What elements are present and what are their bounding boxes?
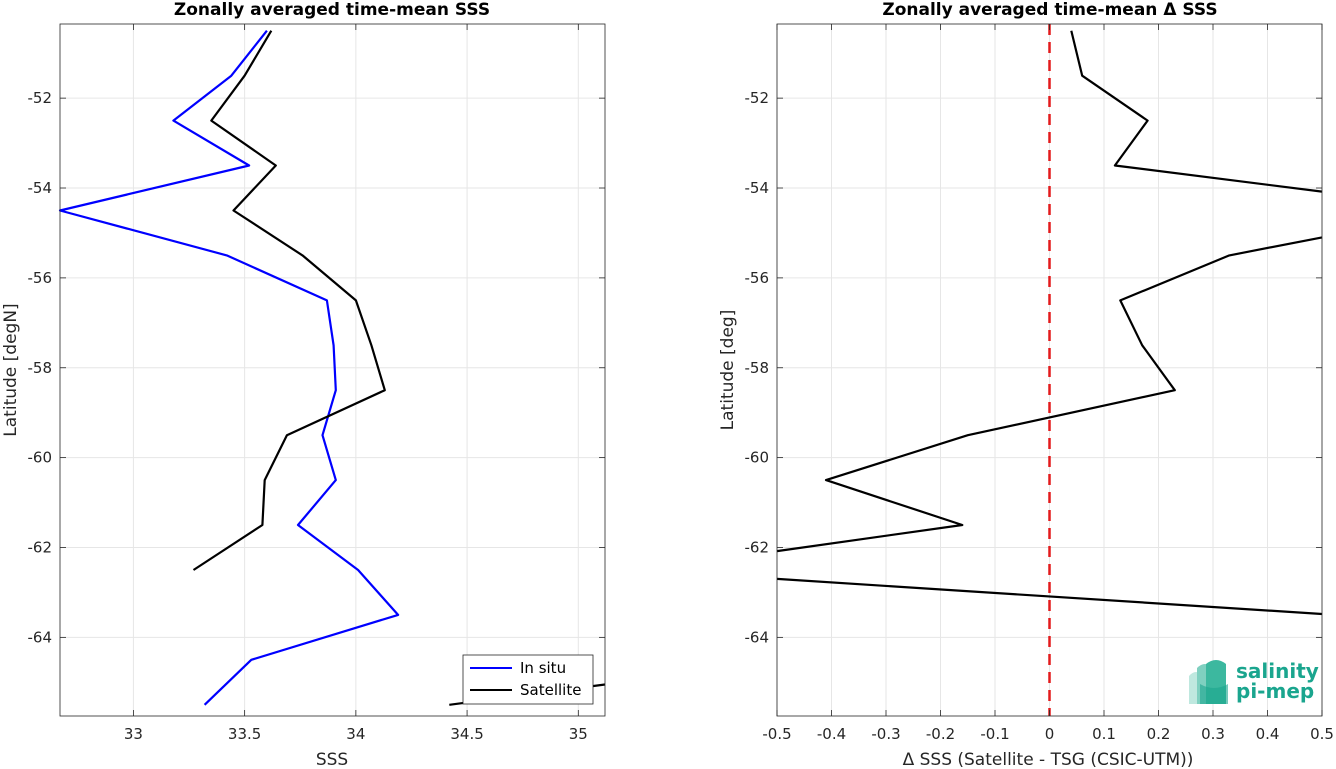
x-tick-label: -0.3 (871, 725, 900, 743)
y-tick-label: -56 (745, 269, 770, 287)
legend-in-situ-label: In situ (520, 659, 566, 677)
legend: In situ Satellite (462, 654, 594, 705)
left-plot-background (60, 24, 605, 716)
y-tick-label: -60 (28, 449, 53, 467)
y-tick-label: -62 (28, 538, 53, 556)
left-panel: Zonally averaged time-mean SSS 33 33.5 34 3… (1, 0, 606, 769)
y-tick-label: -52 (745, 89, 770, 107)
x-tick-label: 35 (569, 725, 588, 743)
x-tick-label: -0.4 (817, 725, 846, 743)
y-tick-label: -56 (28, 269, 53, 287)
right-chart-title: Zonally averaged time-mean Δ SSS (882, 0, 1217, 20)
x-tick-label: -0.2 (926, 725, 955, 743)
logo-text-line2: pi-mep (1236, 679, 1314, 703)
y-tick-label: -52 (28, 89, 53, 107)
left-y-axis: -52 -54 -56 -58 -60 -62 -64 (28, 89, 605, 646)
right-x-axis: -0.5 -0.4 -0.3 -0.2 -0.1 0 0.1 0.2 0.3 0.4 0.5 (762, 24, 1334, 743)
x-tick-label: 33 (124, 725, 143, 743)
delta-sss-series-line (1070, 30, 1323, 193)
left-y-axis-label: Latitude [degN] (1, 303, 21, 436)
y-tick-label: -60 (745, 449, 770, 467)
x-tick-label: 0.1 (1092, 725, 1116, 743)
right-series (776, 30, 1323, 616)
x-tick-label: 0.2 (1147, 725, 1171, 743)
delta-sss-series-line (776, 236, 1323, 553)
right-x-axis-label: Δ SSS (Satellite - TSG (CSIC-UTM)) (903, 750, 1194, 769)
y-tick-label: -64 (745, 628, 770, 646)
delta-sss-series-line (776, 577, 1323, 616)
x-tick-label: -0.5 (762, 725, 791, 743)
left-plot-frame (59, 23, 606, 717)
x-tick-label: 0.4 (1256, 725, 1280, 743)
left-x-axis-label: SSS (316, 750, 348, 769)
y-tick-label: -54 (28, 179, 53, 197)
x-tick-label: 0.5 (1310, 725, 1334, 743)
left-x-axis: 33 33.5 34 34.5 35 (124, 24, 588, 743)
left-chart-title: Zonally averaged time-mean SSS (174, 0, 490, 20)
legend-box (462, 654, 594, 705)
salinity-pi-mep-logo: salinity pi-mep (1189, 659, 1319, 704)
y-tick-label: -58 (28, 359, 53, 377)
y-tick-label: -62 (745, 538, 770, 556)
y-tick-label: -64 (28, 628, 53, 646)
satellite-series-line (192, 30, 386, 571)
right-y-axis: -52 -54 -56 -58 -60 -62 -64 (745, 89, 1322, 646)
x-tick-label: 0 (1045, 725, 1055, 743)
x-tick-label: 33.5 (228, 725, 261, 743)
left-grid (60, 24, 605, 716)
logo-text-line1: salinity (1236, 659, 1319, 683)
right-y-axis-label: Latitude [deg] (718, 310, 738, 431)
x-tick-label: 0.3 (1201, 725, 1225, 743)
legend-satellite-label: Satellite (520, 681, 581, 699)
waves-icon (1189, 660, 1228, 704)
x-tick-label: 34.5 (450, 725, 483, 743)
y-tick-label: -54 (745, 179, 770, 197)
x-tick-label: 34 (346, 725, 365, 743)
y-tick-label: -58 (745, 359, 770, 377)
right-panel: Zonally averaged time-mean Δ SSS -0.5 -0.… (718, 0, 1334, 769)
x-tick-label: -0.1 (980, 725, 1009, 743)
in-situ-series-line (58, 30, 400, 706)
